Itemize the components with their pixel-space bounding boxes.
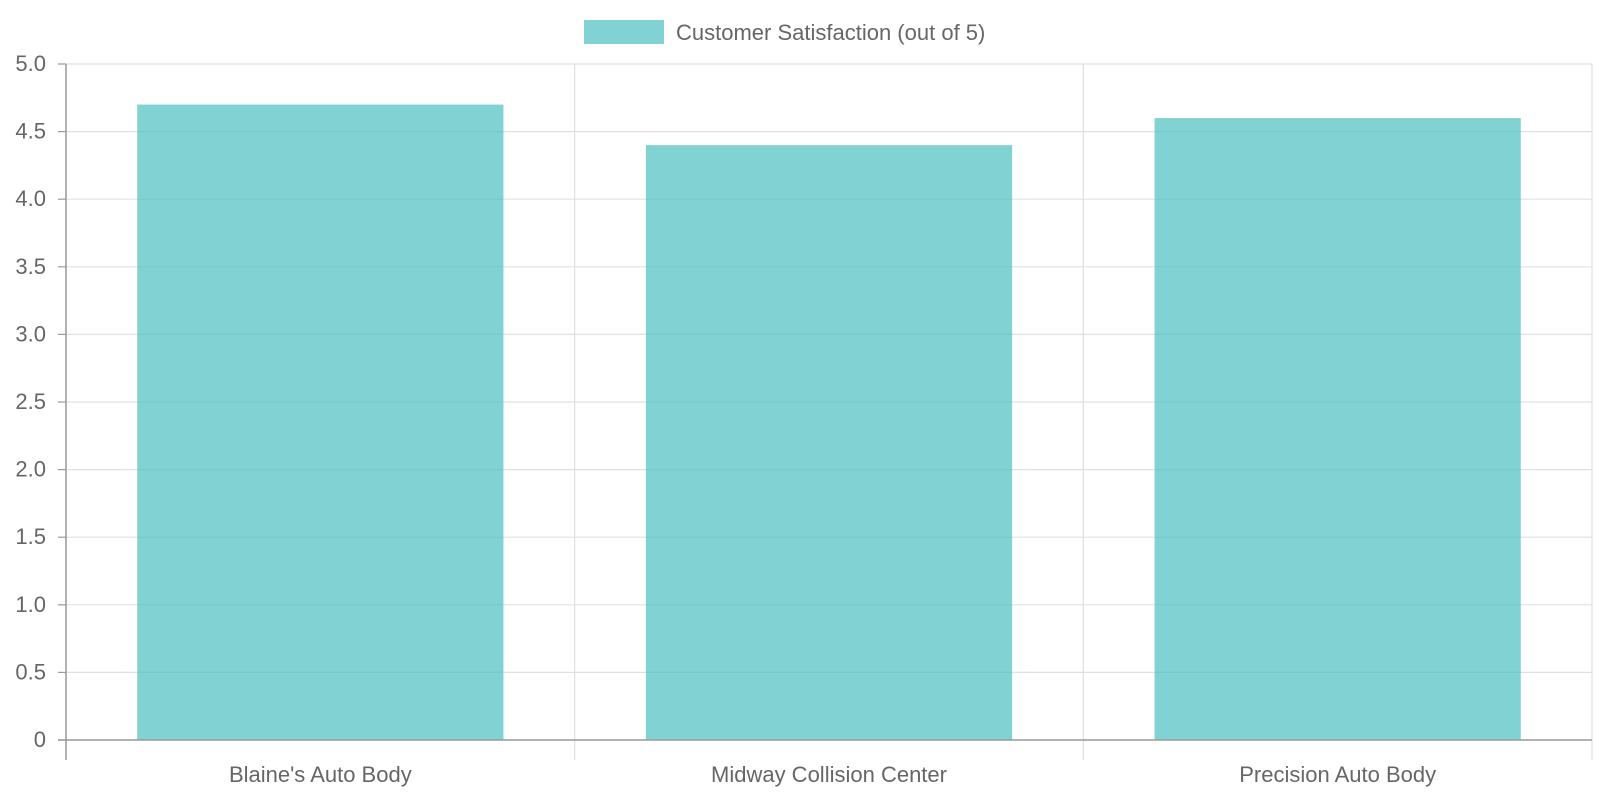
y-tick-label: 4.5 bbox=[15, 119, 46, 144]
y-tick-label: 3.5 bbox=[15, 254, 46, 279]
y-tick-label: 0 bbox=[34, 727, 46, 752]
ticks-layer: 0 0.5 1.0 1.5 2.0 2.5 3.0 3.5 4.0 4.5 5.0 Blaine's … bbox=[15, 51, 1436, 787]
y-tick-label: 3.0 bbox=[15, 321, 46, 346]
y-tick-label: 2.5 bbox=[15, 389, 46, 414]
y-tick-label: 4.0 bbox=[15, 186, 46, 211]
x-tick-label: Precision Auto Body bbox=[1239, 762, 1436, 787]
x-tick-label: Blaine's Auto Body bbox=[229, 762, 412, 787]
axes-layer bbox=[58, 63, 1592, 760]
legend[interactable]: Customer Satisfaction (out of 5) bbox=[584, 20, 985, 45]
x-tick-label: Midway Collision Center bbox=[711, 762, 947, 787]
legend-swatch[interactable] bbox=[584, 20, 664, 44]
bars-layer bbox=[137, 104, 1521, 740]
bar[interactable] bbox=[1154, 118, 1521, 740]
y-tick-label: 5.0 bbox=[15, 51, 46, 76]
y-tick-label: 0.5 bbox=[15, 659, 46, 684]
bar[interactable] bbox=[137, 104, 504, 740]
bar[interactable] bbox=[645, 145, 1013, 740]
y-tick-label: 1.0 bbox=[15, 592, 46, 617]
y-tick-label: 1.5 bbox=[15, 524, 46, 549]
legend-label[interactable]: Customer Satisfaction (out of 5) bbox=[676, 20, 985, 45]
y-tick-label: 2.0 bbox=[15, 457, 46, 482]
